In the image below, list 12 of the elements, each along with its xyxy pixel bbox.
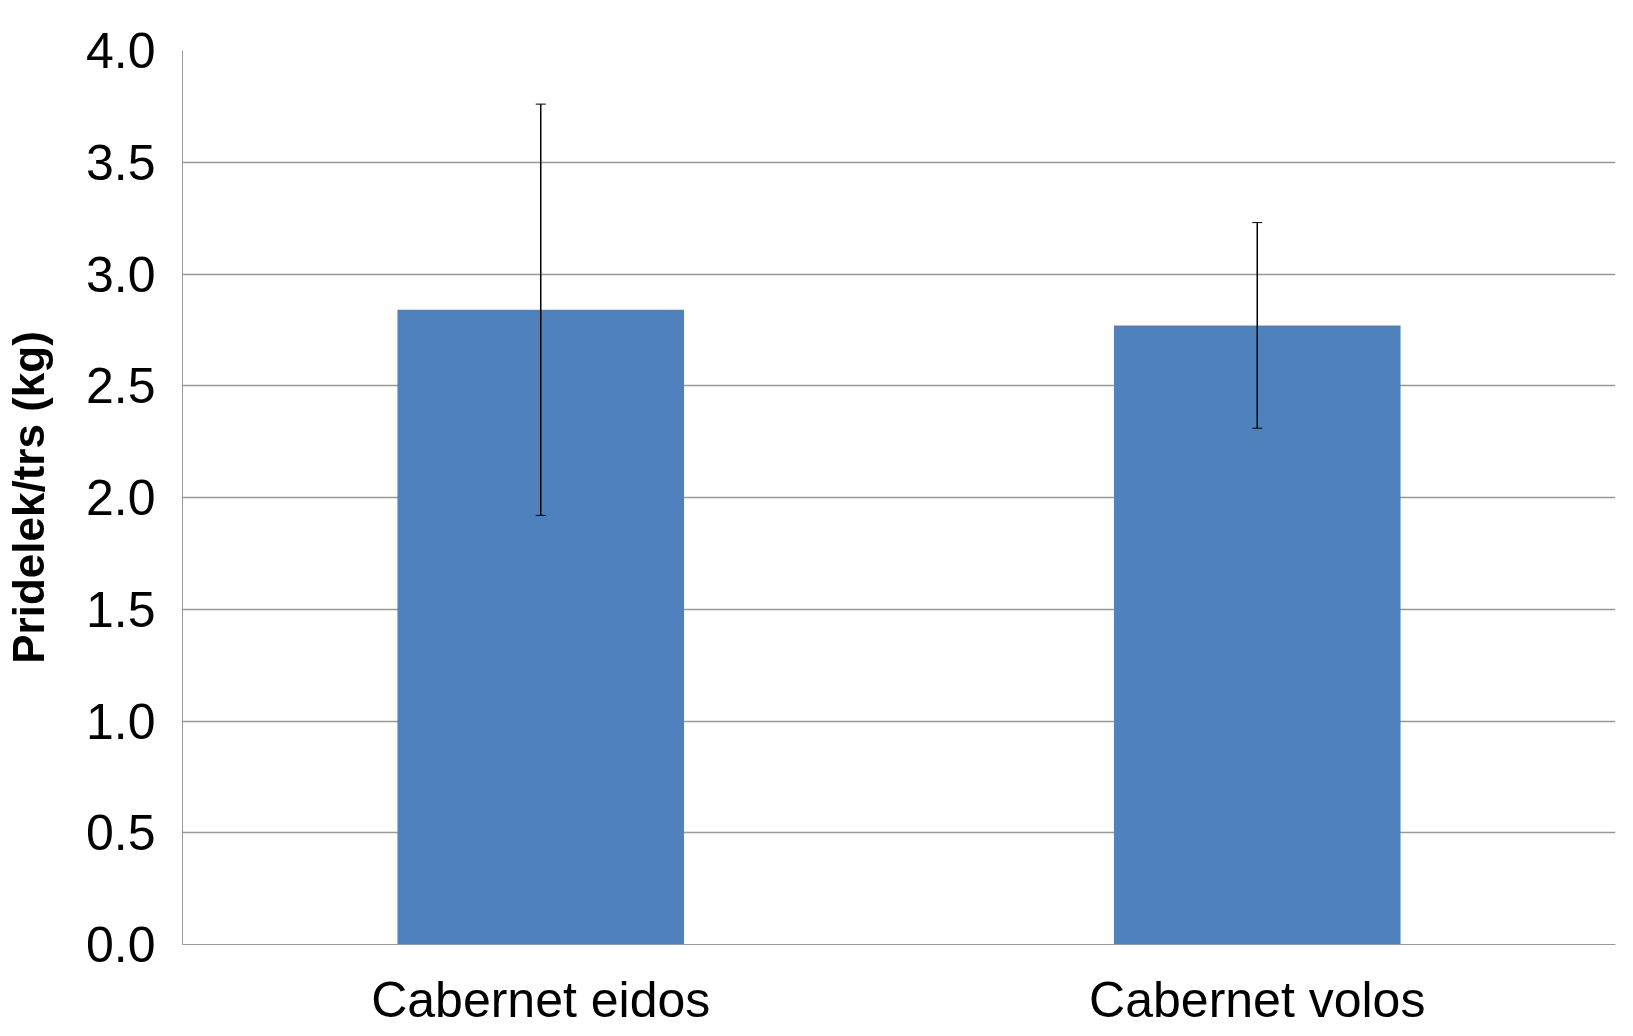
y-tick-label: 0.5 bbox=[85, 805, 156, 862]
y-tick-label: 1.0 bbox=[85, 693, 156, 750]
x-tick-label: Cabernet volos bbox=[1089, 971, 1426, 1028]
y-tick-label: 4.0 bbox=[85, 23, 156, 79]
y-tick-label: 3.0 bbox=[85, 246, 156, 303]
y-tick-label: 0.0 bbox=[85, 917, 156, 973]
x-tick-label: Cabernet eidos bbox=[371, 971, 711, 1028]
y-axis-title: Pridelek/trs (kg) bbox=[3, 331, 53, 664]
y-tick-label: 2.0 bbox=[85, 470, 156, 526]
y-tick-label: 1.5 bbox=[85, 581, 156, 638]
y-tick-label: 3.5 bbox=[85, 134, 156, 191]
y-tick-label: 2.5 bbox=[85, 358, 156, 415]
